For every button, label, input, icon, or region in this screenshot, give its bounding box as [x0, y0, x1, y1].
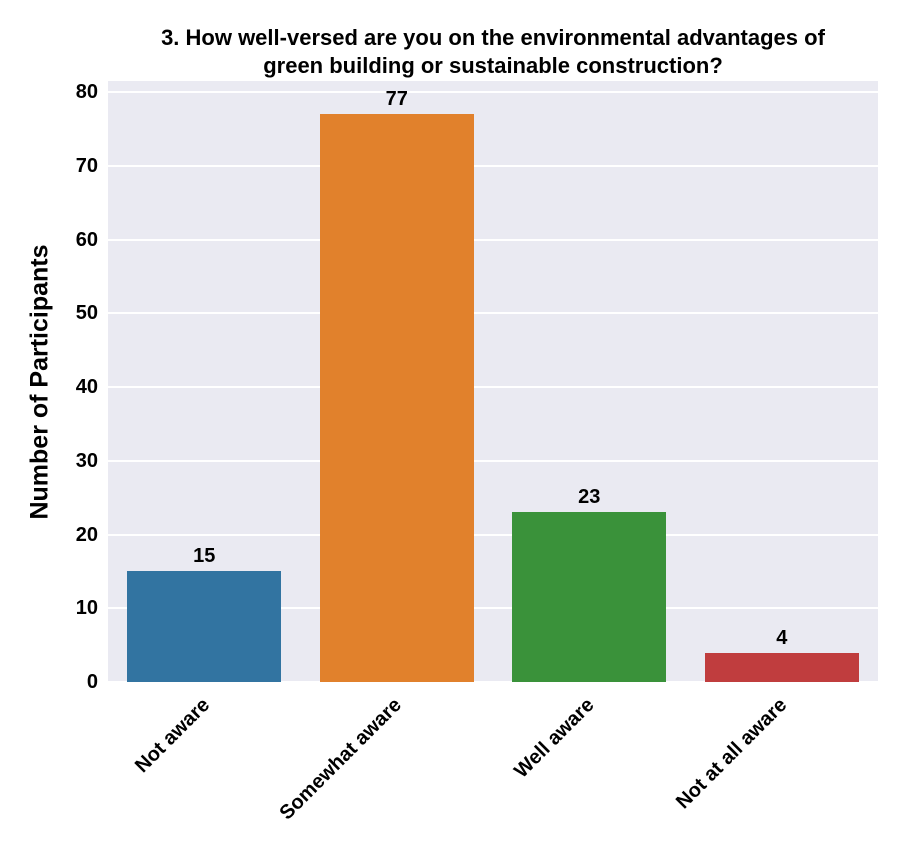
x-tick-label: Not at all aware [672, 694, 792, 814]
bar-value-label: 15 [193, 545, 216, 568]
y-tick-label: 20 [75, 523, 98, 546]
bar-somewhat-aware [319, 114, 474, 682]
bar-value-label: 4 [776, 626, 788, 649]
x-tick-label: Somewhat aware [275, 694, 407, 825]
gridline [108, 91, 878, 94]
y-tick-label: 50 [75, 302, 98, 325]
gridline [108, 681, 878, 683]
x-tick-label: Well aware [510, 694, 599, 783]
gridline [108, 533, 878, 536]
y-tick-label: 80 [75, 81, 98, 104]
bar-well-aware [512, 512, 667, 682]
gridline [108, 312, 878, 315]
gridline [108, 164, 878, 167]
bar-value-label: 77 [385, 88, 408, 111]
bar-not-at-all-aware [704, 652, 859, 682]
chart-title: 3. How well-versed are you on the enviro… [161, 25, 825, 78]
bar-not-aware [127, 571, 282, 682]
y-tick-label: 70 [75, 154, 98, 177]
gridline [108, 607, 878, 610]
y-tick-label: 10 [75, 597, 98, 620]
gridline [108, 459, 878, 462]
x-tick-label: Not aware [130, 694, 214, 778]
bar-value-label: 23 [578, 486, 601, 509]
y-tick-label: 0 [86, 671, 98, 693]
gridline [108, 238, 878, 241]
y-tick-label: 30 [75, 449, 98, 472]
y-tick-label: 40 [75, 376, 98, 399]
gridline [108, 386, 878, 389]
plot-area: 15 77 23 4 [108, 81, 878, 683]
y-tick-label: 60 [75, 228, 98, 251]
